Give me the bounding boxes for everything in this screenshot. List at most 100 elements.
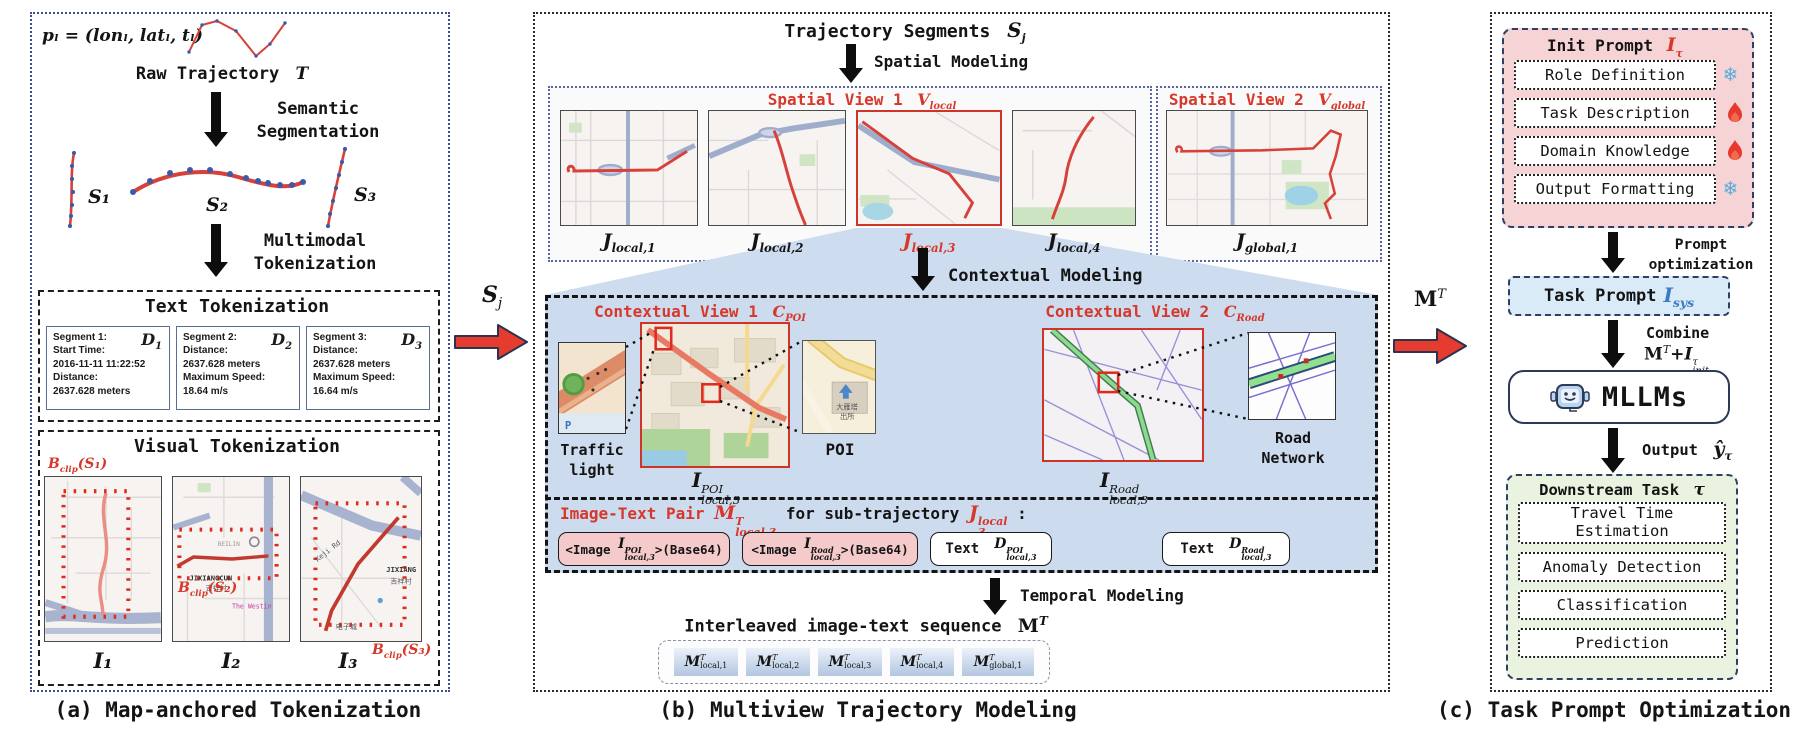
poi-image-label: I POI local,3 bbox=[691, 468, 741, 508]
down-arrow-icon bbox=[918, 248, 928, 276]
down-arrow-icon bbox=[990, 578, 1000, 600]
segment-1-label: S₁ bbox=[88, 186, 111, 208]
map-image-i3: Keji Rd JIXIANG 吉祥村 电子城 bbox=[300, 476, 422, 642]
map-image-i2: BEILIN JIXIANGCUN 吉祥村 The Westin bbox=[172, 476, 290, 642]
text-poi-token-box: Text D POI local,3 bbox=[930, 532, 1052, 566]
robot-icon bbox=[1550, 384, 1590, 412]
segment-3-card: Segment 3: D3 Distance: 2637.628 meters … bbox=[306, 326, 430, 410]
contextual-modeling-label: Contextual Modeling bbox=[948, 266, 1143, 286]
map3-cn-label: 吉祥村 bbox=[390, 576, 411, 585]
spatial-label-local-2: Jlocal,2 bbox=[750, 230, 804, 255]
spatial-label-local-3-selected: Jlocal,3 bbox=[902, 230, 956, 255]
bclip-s2-label: Bclip(S₂) bbox=[178, 580, 238, 599]
downstream-task-title: Downstream Task τ bbox=[1539, 480, 1705, 500]
raw-trajectory-sketch bbox=[187, 19, 287, 58]
output-label: Output ŷτ bbox=[1642, 438, 1733, 463]
parking-sign-label: P bbox=[565, 419, 571, 432]
snowflake-icon: ❄ bbox=[1724, 62, 1737, 86]
spatial-map-local-2 bbox=[708, 110, 846, 226]
image-2-label: I₂ bbox=[221, 648, 241, 673]
traffic-light-image: P bbox=[558, 342, 626, 434]
image-3-label: I₃ bbox=[338, 648, 358, 673]
poi-annotation-2: 出所 bbox=[840, 412, 855, 421]
prompt-optimization-label: Prompt optimization bbox=[1648, 237, 1754, 273]
map2-hotel-label: The Westin bbox=[232, 603, 272, 611]
down-arrow-icon bbox=[211, 224, 221, 262]
red-arrow-right-icon bbox=[1393, 328, 1467, 364]
task-prompt-box: Task Prompt Isys bbox=[1508, 276, 1730, 316]
combine-label: Combine bbox=[1646, 324, 1710, 342]
down-arrow-icon bbox=[211, 92, 221, 132]
visual-tokenization-box bbox=[38, 430, 440, 686]
downstream-row-classification: Classification bbox=[1518, 590, 1726, 620]
map3-area-label: 电子城 bbox=[336, 622, 357, 631]
bclip-s3-label: Bclip(S₃) bbox=[372, 642, 432, 661]
semantic-segmentation-label: Semantic Segmentation bbox=[256, 99, 380, 142]
trajectory-segments-header: Trajectory Segments Sj bbox=[784, 18, 1026, 45]
text-tokenization-box bbox=[38, 290, 440, 422]
map2-cn-label: 吉祥村 bbox=[206, 583, 227, 592]
spatial-label-local-1: Jlocal,1 bbox=[602, 230, 656, 255]
spatial-view2-title: Spatial View 2 Vglobal bbox=[1168, 90, 1366, 113]
poi-annotation-1: 大雁塔 bbox=[836, 402, 859, 411]
contextual-view2-title: Contextual View 2 CRoad bbox=[1045, 302, 1265, 325]
image-poi-token-box: <Image I POI local,3 >(Base64) bbox=[558, 532, 730, 566]
combine-math: MT+Iτinit bbox=[1644, 343, 1709, 377]
panel-map-anchored-tokenization bbox=[30, 12, 450, 692]
down-arrow-icon bbox=[846, 44, 856, 68]
poi-label: POI bbox=[825, 440, 855, 459]
map2-name-label: JIXIANGCUN bbox=[189, 573, 232, 582]
fire-icon bbox=[1728, 140, 1742, 160]
down-arrow-icon bbox=[1608, 232, 1618, 258]
segment-1-sketch bbox=[67, 150, 77, 229]
down-arrow-icon bbox=[1608, 320, 1618, 353]
traffic-light-label: Traffic light bbox=[560, 441, 624, 480]
point-formula: pₗ = (lonₗ, latₗ, tₗ) bbox=[42, 26, 203, 46]
segment-3-sketch bbox=[325, 146, 348, 229]
spatial-map-local-3-selected bbox=[856, 110, 1002, 226]
spatial-map-local-4 bbox=[1012, 110, 1136, 226]
down-arrow-icon bbox=[1608, 428, 1618, 458]
fire-icon bbox=[1728, 102, 1742, 122]
contextual-divider bbox=[545, 497, 1378, 500]
init-row-task-description: Task Description bbox=[1514, 98, 1716, 128]
segment-2-sketch bbox=[130, 167, 306, 195]
poi-zoom-image: 大雁塔 出所 bbox=[802, 340, 876, 434]
visual-tokenization-title: Visual Tokenization bbox=[134, 436, 340, 457]
init-row-role-definition: Role Definition bbox=[1514, 60, 1716, 90]
contextual-view1-title: Contextual View 1 CPOI bbox=[594, 302, 806, 325]
init-row-domain-knowledge: Domain Knowledge bbox=[1514, 136, 1716, 166]
spatial-label-local-4: Jlocal,4 bbox=[1047, 230, 1101, 255]
caption-a: (a) Map-anchored Tokenization bbox=[54, 698, 422, 722]
spatial-map-global bbox=[1166, 110, 1368, 226]
interleaved-sequence-label: Interleaved image-text sequence MT bbox=[684, 614, 1048, 637]
multimodal-tokenization-label: Multimodal Tokenization bbox=[253, 231, 377, 274]
caption-c: (c) Task Prompt Optimization bbox=[1436, 698, 1792, 722]
map2-station-label: BEILIN bbox=[218, 541, 240, 548]
text-tokenization-title: Text Tokenization bbox=[144, 296, 330, 317]
road-network-zoom-image bbox=[1248, 332, 1336, 420]
temporal-modeling-label: Temporal Modeling bbox=[1020, 586, 1184, 605]
spatial-map-local-1 bbox=[560, 110, 698, 226]
bclip-s1-label: Bclip(S₁) bbox=[48, 456, 108, 475]
spatial-view1-title: Spatial View 1 Vlocal bbox=[767, 90, 957, 113]
image-road-token-box: <Image I Road local,3 >(Base64) bbox=[742, 532, 918, 566]
downstream-row-anomaly-detection: Anomaly Detection bbox=[1518, 552, 1726, 582]
panel-multiview-trajectory-modeling bbox=[533, 12, 1390, 692]
spatial-modeling-label: Spatial Modeling bbox=[874, 52, 1029, 71]
spatial-label-global-1: Jglobal,1 bbox=[1235, 230, 1299, 255]
segment-2-label: S₂ bbox=[206, 194, 229, 216]
mllms-box: MLLMs bbox=[1508, 370, 1730, 424]
road-network-label: Road Network bbox=[1261, 429, 1325, 468]
downstream-row-travel-time-estimation: Travel Time Estimation bbox=[1518, 502, 1726, 544]
poi-map-image bbox=[640, 322, 790, 468]
image-1-label: I₁ bbox=[93, 648, 113, 673]
mt-connector-label: MT bbox=[1414, 286, 1446, 311]
snowflake-icon: ❄ bbox=[1724, 176, 1737, 200]
segment-3-label: S₃ bbox=[354, 184, 377, 206]
